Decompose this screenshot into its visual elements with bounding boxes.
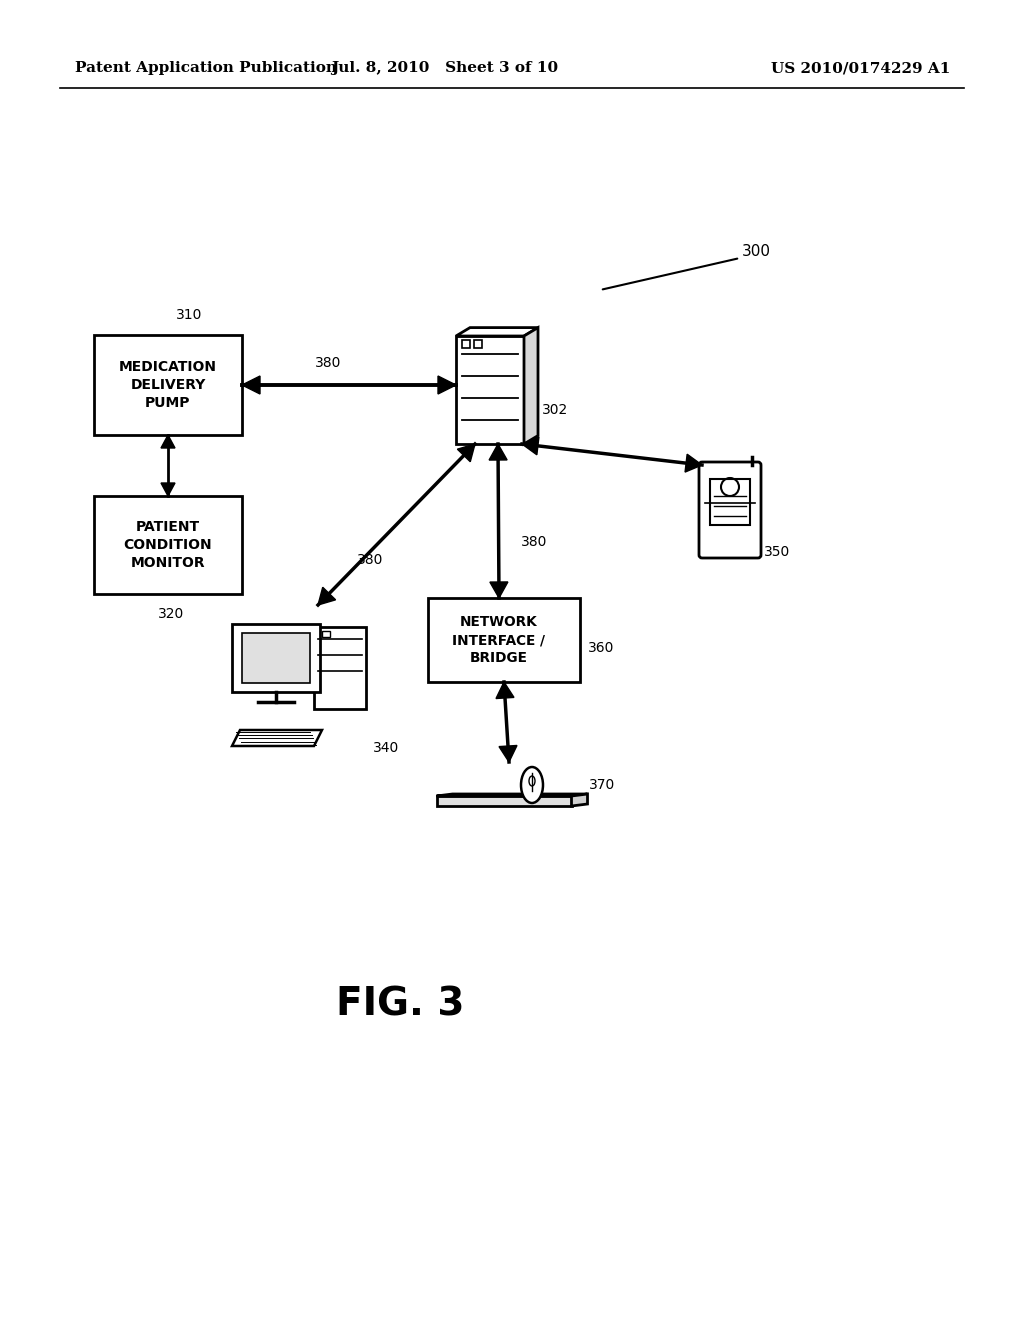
- Polygon shape: [522, 437, 539, 455]
- Bar: [462, 341, 470, 348]
- Text: 380: 380: [521, 535, 547, 549]
- Bar: [710, 479, 750, 525]
- FancyBboxPatch shape: [699, 462, 761, 558]
- Bar: [428, 598, 580, 682]
- Polygon shape: [571, 795, 588, 807]
- Text: 350: 350: [764, 545, 791, 558]
- Polygon shape: [161, 483, 175, 496]
- Text: 370: 370: [589, 777, 615, 792]
- Text: FIG. 3: FIG. 3: [336, 986, 464, 1024]
- Text: NETWORK
INTERFACE /
BRIDGE: NETWORK INTERFACE / BRIDGE: [453, 615, 546, 665]
- Polygon shape: [456, 327, 538, 337]
- Polygon shape: [242, 376, 260, 393]
- Text: Patent Application Publication: Patent Application Publication: [75, 61, 337, 75]
- Text: Jul. 8, 2010   Sheet 3 of 10: Jul. 8, 2010 Sheet 3 of 10: [332, 61, 558, 75]
- Bar: [474, 341, 482, 348]
- Text: 320: 320: [158, 607, 184, 620]
- Text: MEDICATION
DELIVERY
PUMP: MEDICATION DELIVERY PUMP: [119, 359, 217, 411]
- Text: 310: 310: [176, 308, 203, 322]
- Text: 380: 380: [356, 553, 383, 568]
- Polygon shape: [232, 730, 322, 746]
- Bar: [456, 337, 524, 444]
- Polygon shape: [685, 454, 702, 473]
- Polygon shape: [524, 327, 538, 444]
- Text: 302: 302: [542, 403, 568, 417]
- Bar: [314, 627, 366, 709]
- Polygon shape: [318, 587, 336, 605]
- Polygon shape: [489, 582, 508, 598]
- Polygon shape: [161, 436, 175, 447]
- Polygon shape: [458, 444, 475, 462]
- Polygon shape: [489, 444, 507, 461]
- Polygon shape: [436, 795, 588, 796]
- Bar: [94, 335, 242, 436]
- Polygon shape: [438, 376, 456, 393]
- Polygon shape: [496, 682, 514, 698]
- Text: 380: 380: [314, 356, 341, 370]
- Text: 360: 360: [588, 642, 614, 655]
- Bar: [232, 624, 319, 692]
- Polygon shape: [436, 796, 571, 807]
- Bar: [322, 631, 330, 638]
- Text: 300: 300: [742, 244, 771, 260]
- Polygon shape: [499, 746, 517, 762]
- Text: 340: 340: [373, 741, 399, 755]
- Bar: [94, 496, 242, 594]
- Bar: [242, 634, 310, 682]
- Text: US 2010/0174229 A1: US 2010/0174229 A1: [771, 61, 950, 75]
- Ellipse shape: [521, 767, 543, 803]
- Text: PATIENT
CONDITION
MONITOR: PATIENT CONDITION MONITOR: [124, 520, 212, 570]
